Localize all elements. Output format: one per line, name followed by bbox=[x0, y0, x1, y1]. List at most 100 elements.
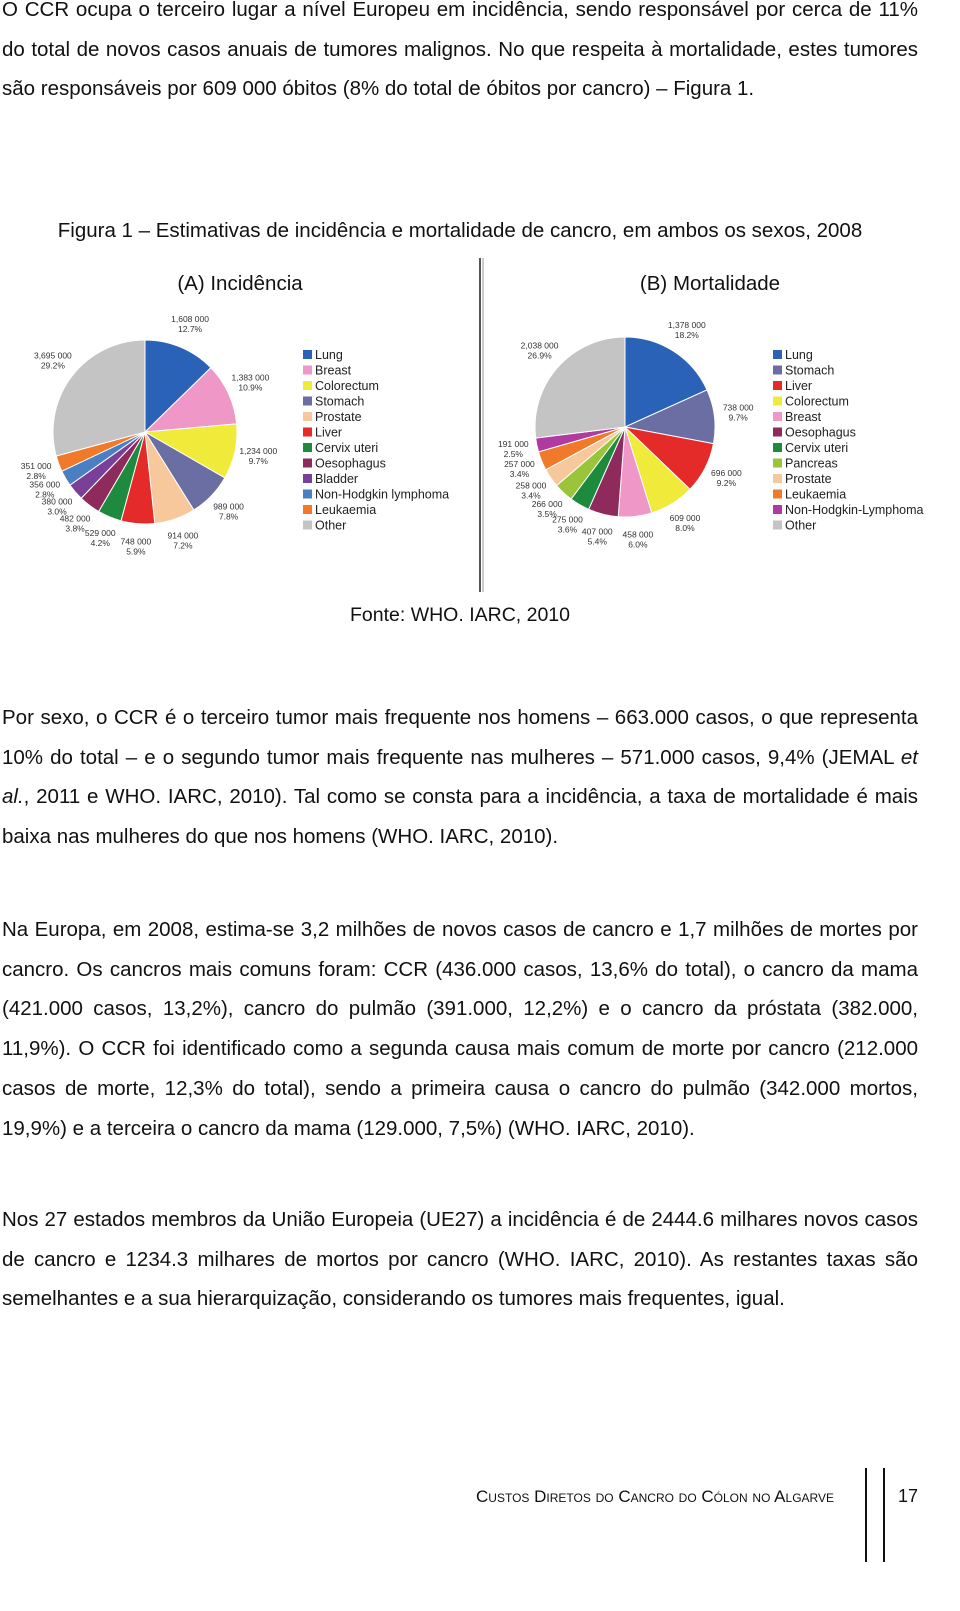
pie-slice bbox=[534, 336, 626, 439]
slice-count-label: 351 000 bbox=[21, 461, 52, 471]
slice-percent-label: 5.9% bbox=[126, 547, 146, 557]
legend-label: Lung bbox=[315, 348, 343, 362]
legend-label: Other bbox=[315, 519, 346, 533]
figure-source: Fonte: WHO. IARC, 2010 bbox=[350, 604, 570, 626]
slice-count-label: 3,695 000 bbox=[34, 350, 72, 360]
slice-percent-label: 6.0% bbox=[628, 539, 648, 549]
slice-percent-label: 2.8% bbox=[26, 471, 46, 481]
legend-swatch bbox=[303, 443, 312, 452]
slice-percent-label: 9.2% bbox=[717, 478, 737, 488]
legend-swatch bbox=[773, 350, 782, 359]
legend-label: Oesophagus bbox=[785, 426, 856, 440]
slice-count-label: 257 000 bbox=[504, 459, 535, 469]
slice-percent-label: 18.2% bbox=[675, 330, 700, 340]
slice-count-label: 380 000 bbox=[42, 497, 73, 507]
chart-title: (A) Incidência bbox=[177, 272, 303, 295]
slice-count-label: 2,038 000 bbox=[521, 340, 559, 350]
slice-percent-label: 3.5% bbox=[537, 509, 557, 519]
legend-label: Cervix uteri bbox=[315, 441, 378, 455]
legend-swatch bbox=[303, 396, 312, 406]
legend-swatch bbox=[303, 350, 312, 359]
slice-percent-label: 12.7% bbox=[178, 324, 203, 334]
slice-percent-label: 29.2% bbox=[41, 360, 66, 370]
pie-slice bbox=[144, 339, 212, 434]
slice-count-label: 989 000 bbox=[213, 501, 244, 511]
slice-percent-label: 2.5% bbox=[504, 449, 524, 459]
slice-count-label: 748 000 bbox=[121, 537, 152, 547]
legend-swatch bbox=[773, 396, 782, 406]
legend-label: Prostate bbox=[785, 472, 832, 486]
legend-swatch bbox=[773, 365, 782, 375]
legend-swatch bbox=[303, 458, 312, 468]
slice-percent-label: 3.4% bbox=[521, 490, 541, 500]
slice-count-label: 1,378 000 bbox=[668, 320, 706, 330]
footer-rule bbox=[865, 1468, 867, 1562]
slice-count-label: 738 000 bbox=[723, 402, 754, 412]
slice-count-label: 407 000 bbox=[582, 527, 613, 537]
legend-swatch bbox=[303, 365, 312, 375]
slice-count-label: 696 000 bbox=[711, 468, 742, 478]
legend-swatch bbox=[773, 412, 782, 421]
legend-label: Breast bbox=[315, 364, 352, 378]
slice-percent-label: 9.7% bbox=[249, 456, 269, 466]
legend-label: Non-Hodgkin-Lymphoma bbox=[785, 503, 924, 517]
legend-swatch bbox=[303, 520, 312, 530]
slice-count-label: 356 000 bbox=[29, 479, 60, 489]
legend-label: Non-Hodgkin lymphoma bbox=[315, 488, 449, 502]
figure-caption: Figura 1 – Estimativas de incidência e m… bbox=[57, 219, 863, 242]
slice-count-label: 1,608 000 bbox=[171, 314, 209, 324]
slice-percent-label: 4.2% bbox=[91, 538, 111, 548]
legend-swatch bbox=[773, 381, 782, 390]
legend-swatch bbox=[303, 505, 312, 514]
legend-swatch bbox=[303, 474, 312, 483]
paragraph: Por sexo, o CCR é o terceiro tumor mais … bbox=[2, 698, 918, 857]
chart-title: (B) Mortalidade bbox=[639, 272, 781, 295]
slice-percent-label: 5.4% bbox=[588, 537, 608, 547]
legend-swatch bbox=[303, 489, 312, 499]
slice-count-label: 1,383 000 bbox=[232, 373, 270, 383]
slice-percent-label: 10.9% bbox=[238, 383, 263, 393]
legend-label: Stomach bbox=[785, 364, 834, 378]
slice-count-label: 191 000 bbox=[498, 439, 529, 449]
legend-swatch bbox=[773, 458, 782, 468]
text: Por sexo, o CCR é o terceiro tumor mais … bbox=[2, 706, 918, 769]
pie-slice bbox=[624, 336, 708, 428]
legend-label: Leukaemia bbox=[315, 503, 376, 517]
legend-label: Bladder bbox=[315, 472, 358, 486]
slice-percent-label: 3.4% bbox=[510, 469, 530, 479]
pie-slice bbox=[52, 339, 146, 457]
legend-label: Cervix uteri bbox=[785, 441, 848, 455]
text: et al. bbox=[2, 745, 918, 809]
legend-label: Breast bbox=[785, 410, 822, 424]
legend-label: Oesophagus bbox=[315, 457, 386, 471]
legend-swatch bbox=[303, 381, 312, 390]
footer-rule bbox=[883, 1468, 885, 1562]
legend-swatch bbox=[773, 443, 782, 452]
legend-label: Pancreas bbox=[785, 457, 838, 471]
text: , 2011 e WHO. IARC, 2010). Tal como se c… bbox=[2, 785, 918, 849]
slice-percent-label: 2.8% bbox=[35, 489, 55, 499]
legend-label: Colorectum bbox=[315, 379, 379, 393]
paragraph: Nos 27 estados membros da União Europeia… bbox=[2, 1208, 918, 1311]
legend-label: Stomach bbox=[315, 395, 364, 409]
legend-swatch bbox=[303, 427, 312, 437]
legend-label: Lung bbox=[785, 348, 813, 362]
legend-swatch bbox=[773, 505, 782, 514]
slice-count-label: 529 000 bbox=[85, 528, 116, 538]
legend-swatch bbox=[773, 427, 782, 437]
paragraph: Na Europa, em 2008, estima-se 3,2 milhõe… bbox=[2, 918, 918, 1140]
slice-count-label: 258 000 bbox=[516, 480, 547, 490]
legend-swatch bbox=[773, 489, 782, 499]
slice-percent-label: 7.8% bbox=[219, 511, 239, 521]
legend-label: Leukaemia bbox=[785, 488, 846, 502]
slice-percent-label: 9.7% bbox=[728, 412, 748, 422]
legend-label: Liver bbox=[785, 379, 812, 393]
slice-count-label: 914 000 bbox=[168, 531, 199, 541]
slice-percent-label: 8.0% bbox=[675, 523, 695, 533]
legend-swatch bbox=[773, 474, 782, 483]
legend-label: Other bbox=[785, 519, 816, 533]
legend-label: Colorectum bbox=[785, 395, 849, 409]
slice-percent-label: 7.2% bbox=[173, 541, 193, 551]
slice-count-label: 275 000 bbox=[552, 514, 583, 524]
